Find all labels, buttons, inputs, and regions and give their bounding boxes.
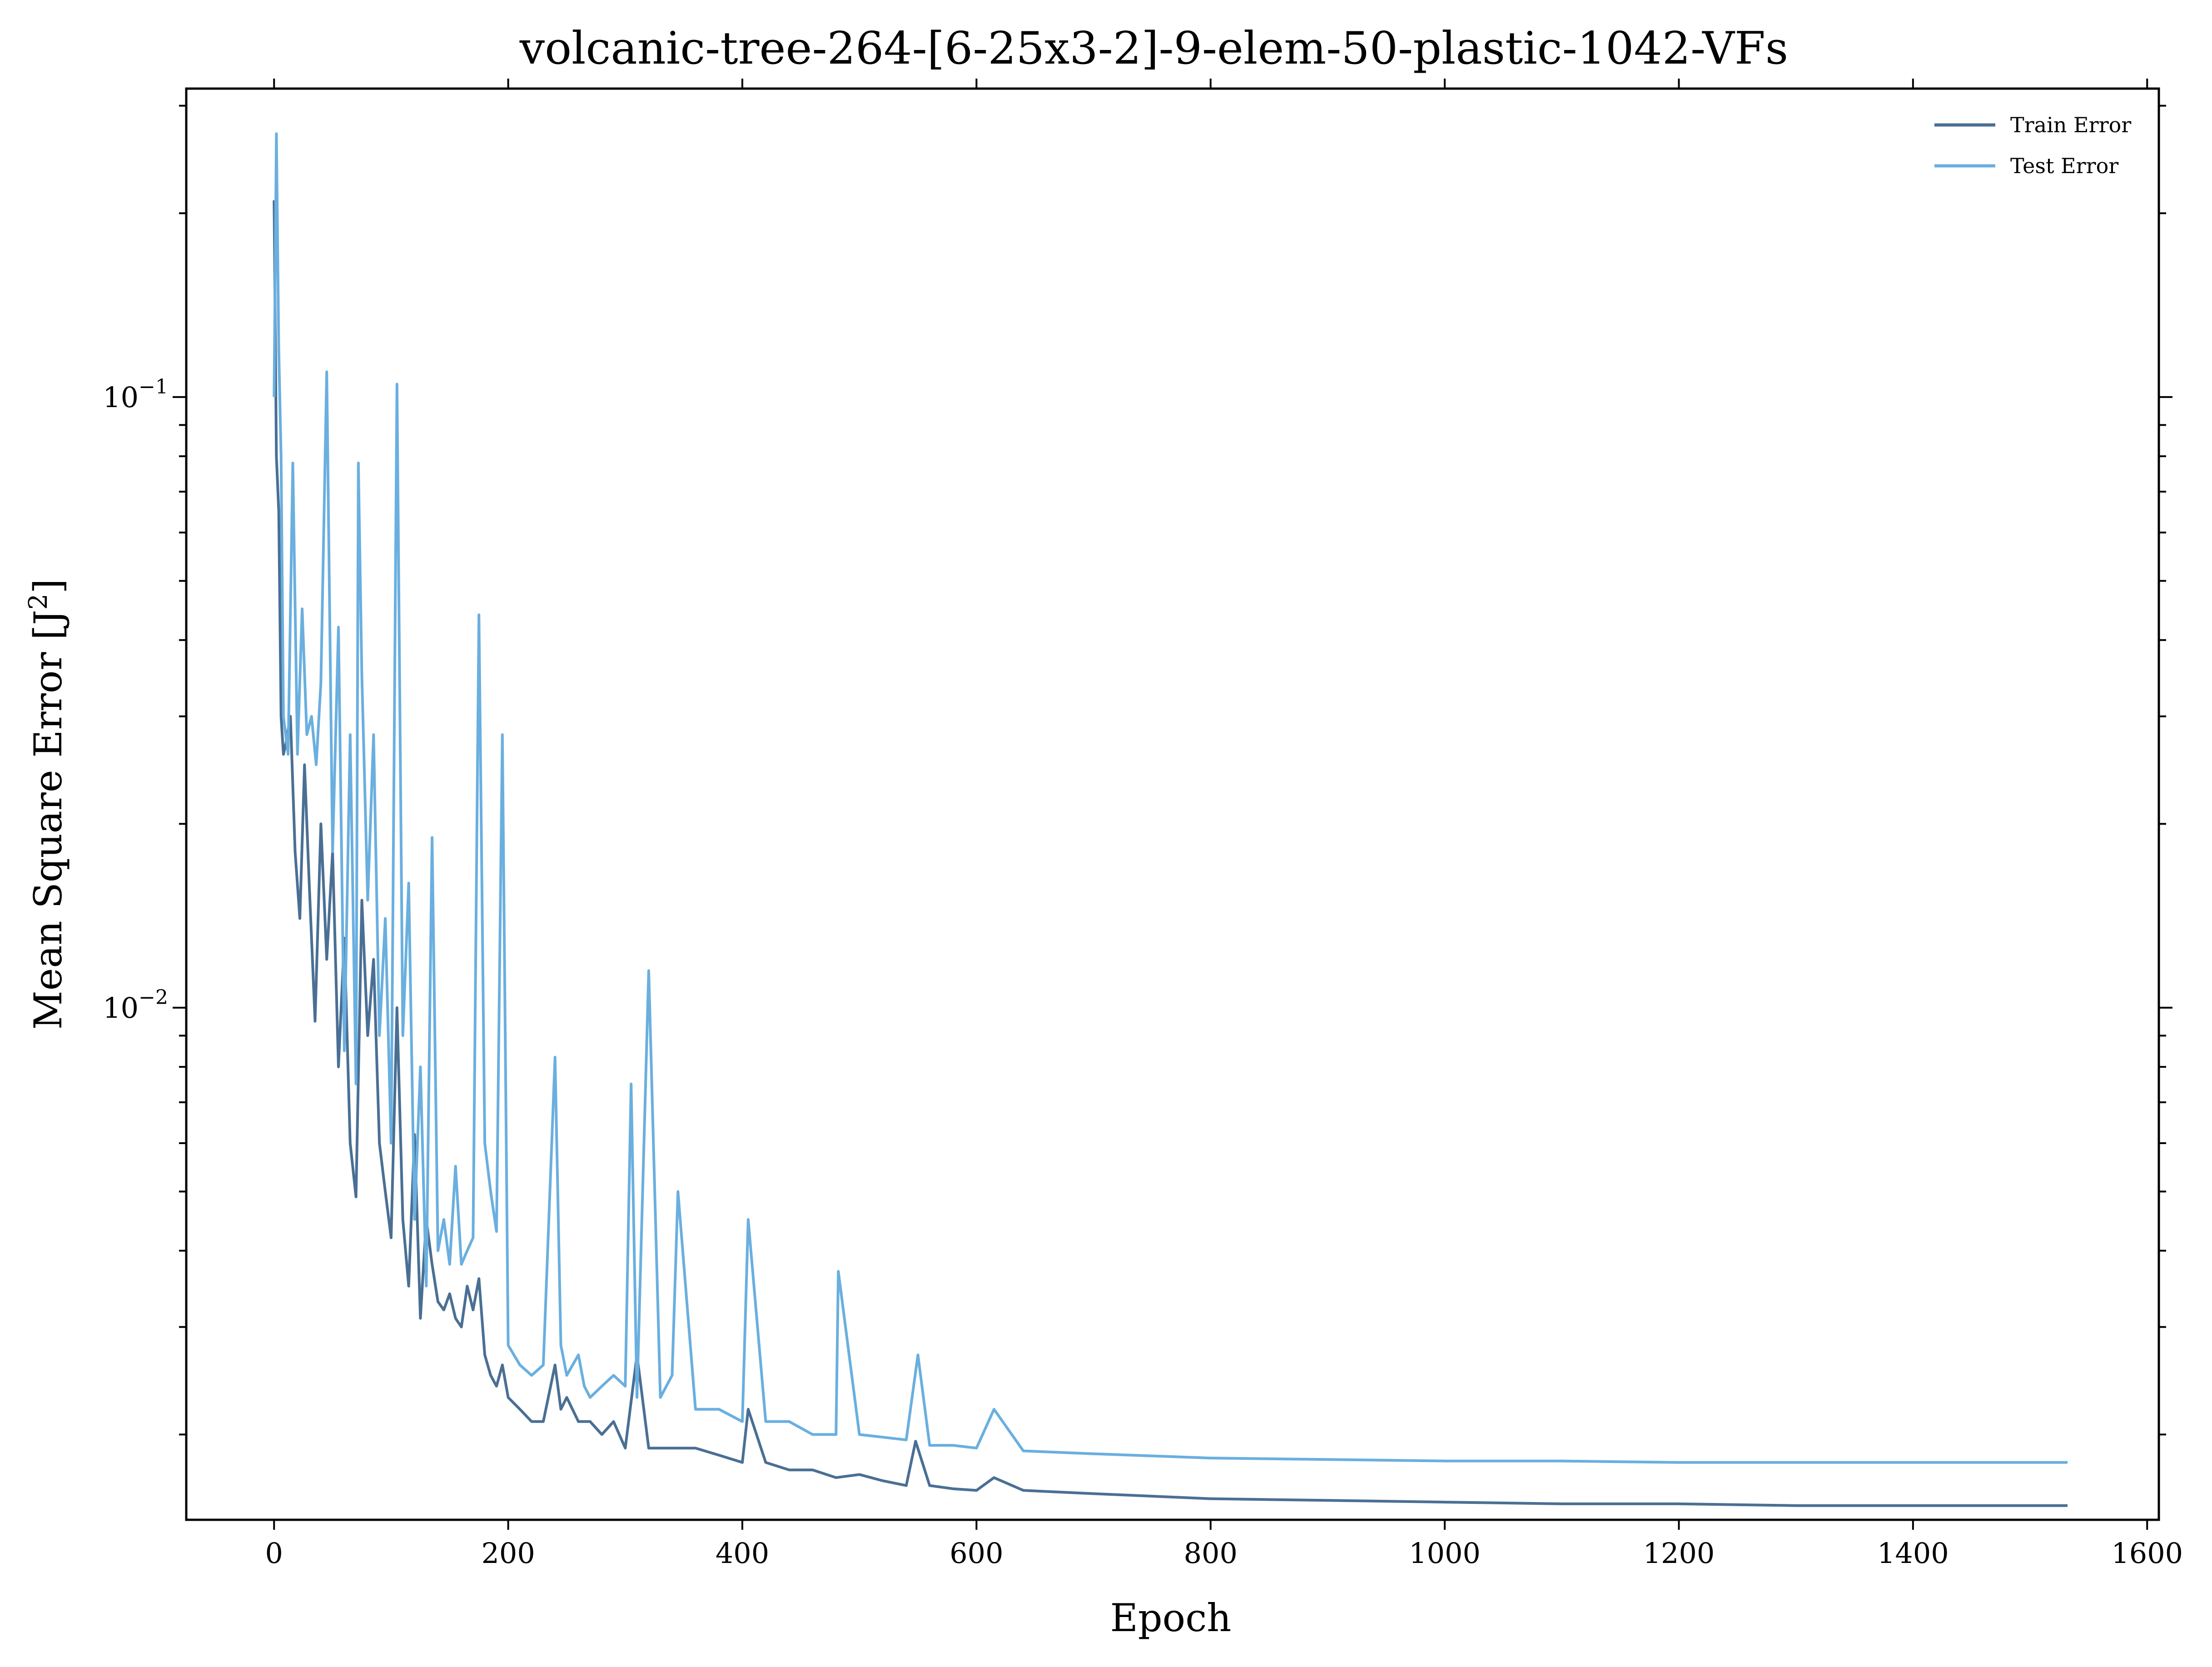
series-group xyxy=(273,132,2068,1507)
x-tick-label: 800 xyxy=(1184,1537,1238,1570)
legend: Train Error Test Error xyxy=(1934,113,2131,178)
y-axis-label-close: ] xyxy=(26,579,70,594)
y-axis-label: Mean Square Error [J2] xyxy=(24,579,70,1030)
x-tick-label: 400 xyxy=(716,1537,769,1570)
series-line-train-error xyxy=(273,200,2068,1507)
legend-label-test-error: Test Error xyxy=(2010,154,2118,178)
plot-frame xyxy=(185,87,2160,1521)
legend-label-train-error: Train Error xyxy=(2010,113,2131,137)
series-line-test-error xyxy=(273,132,2068,1464)
plot-area xyxy=(185,87,2160,1521)
x-axis-ticks: 0 200 400 600 800 1000 1200 1400 1600 xyxy=(265,79,2183,1570)
y-axis-label-main: Mean Square Error [J xyxy=(26,610,70,1030)
x-tick-label: 1400 xyxy=(1877,1537,1949,1570)
x-tick-label: 1600 xyxy=(2111,1537,2183,1570)
x-tick-label: 0 xyxy=(265,1537,283,1570)
y-axis-label-superscript: 2 xyxy=(24,593,53,610)
x-tick-label: 200 xyxy=(481,1537,535,1570)
x-tick-label: 1200 xyxy=(1643,1537,1715,1570)
y-tick-label: 10−1 xyxy=(103,375,168,414)
x-tick-label: 1000 xyxy=(1409,1537,1481,1570)
y-axis-ticks: 10−1 10−2 xyxy=(103,104,2172,1436)
x-axis-label: Epoch xyxy=(1110,1596,1232,1640)
y-tick-label: 10−2 xyxy=(103,986,168,1025)
chart-title: volcanic-tree-264-[6-25x3-2]-9-elem-50-p… xyxy=(519,23,1788,75)
x-tick-label: 600 xyxy=(949,1537,1003,1570)
